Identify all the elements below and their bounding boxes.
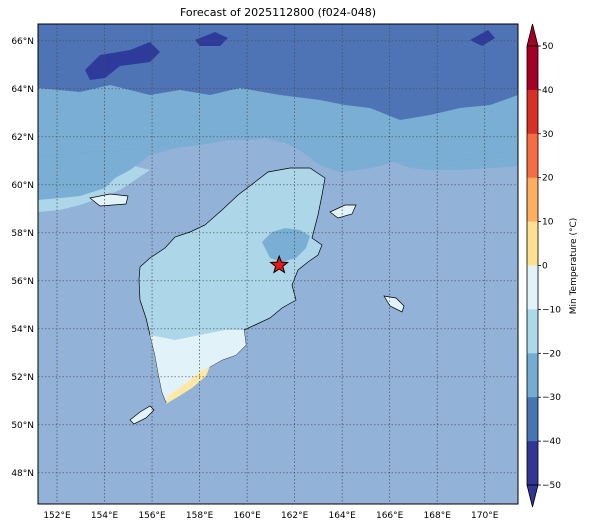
latitude-tick-label: 64°N — [11, 85, 34, 95]
island — [89, 193, 129, 207]
longitude-tick-label: 156°E — [138, 511, 166, 521]
colorbar-segment — [527, 353, 538, 398]
graticule-lines — [38, 24, 518, 504]
longitude-tick-label: 162°E — [281, 511, 309, 521]
latitude-tick-label: 66°N — [11, 37, 34, 47]
island — [129, 405, 155, 425]
longitude-tick-label: 152°E — [43, 511, 71, 521]
colorbar-tick-label: 30 — [542, 130, 554, 140]
colorbar — [526, 23, 539, 508]
longitude-tick-label: 168°E — [424, 511, 452, 521]
latitude-tick-label: 48°N — [11, 469, 34, 479]
colorbar-segment — [527, 265, 538, 310]
latitude-tick-label: 62°N — [11, 133, 34, 143]
colorbar-tick-label: −20 — [542, 349, 561, 359]
colorbar-tick-label: −10 — [542, 305, 561, 315]
latitude-tick-label: 58°N — [11, 229, 34, 239]
north-cool-field — [38, 85, 518, 172]
map-frame — [37, 23, 519, 505]
longitude-tick-labels: 152°E 154°E 156°E 158°E 160°E 162°E 164°E 166°E… — [43, 511, 498, 521]
kamchatka-southwest-field — [150, 330, 246, 402]
colorbar-tick-label: 20 — [542, 174, 554, 184]
very-cold-patch — [470, 30, 495, 46]
colorbar-max-extension — [526, 23, 539, 47]
kamchatka-cool-field — [262, 228, 310, 262]
colorbar-tick-label: 50 — [542, 42, 554, 52]
very-cold-patch — [195, 32, 228, 46]
very-cold-patch — [85, 42, 160, 80]
longitude-tick-label: 170°E — [471, 511, 499, 521]
colorbar-segment — [527, 46, 538, 91]
colorbar-tick-label: 0 — [542, 262, 548, 272]
colorbar-tick-label: 40 — [542, 86, 554, 96]
colorbar-segment — [527, 89, 538, 135]
latitude-tick-label: 50°N — [11, 421, 34, 431]
latitude-tick-label: 54°N — [11, 325, 34, 335]
map-title: Forecast of 2025112800 (f024-048) — [179, 6, 377, 19]
colorbar-tick-label: −50 — [542, 481, 561, 491]
colorbar-segment — [527, 309, 538, 354]
map-area — [38, 24, 518, 504]
mainland-north-field — [38, 130, 518, 200]
colorbar-label: Min Temperature (°C) — [569, 217, 579, 315]
colorbar-segment — [527, 221, 538, 266]
island — [383, 295, 405, 313]
latitude-tick-labels: 48°N 50°N 52°N 54°N 56°N 58°N 60°N 62°N 64°N 66°N — [11, 37, 34, 479]
positive-temperature-strip — [166, 366, 210, 404]
longitude-tick-label: 158°E — [186, 511, 214, 521]
longitude-tick-label: 160°E — [233, 511, 261, 521]
latitude-tick-label: 56°N — [11, 277, 34, 287]
longitude-tick-label: 164°E — [328, 511, 356, 521]
colorbar-tick-label: 10 — [542, 218, 554, 228]
colorbar-segment — [527, 441, 538, 486]
colorbar-tick-label: −40 — [542, 437, 561, 447]
longitude-tick-label: 166°E — [376, 511, 404, 521]
colorbar-segment — [527, 133, 538, 178]
colorbar-segment — [527, 177, 538, 222]
colorbar-tick-labels: 50 40 30 20 10 0 −10 −20 −30 −40 −50 — [538, 42, 561, 491]
latitude-tick-label: 60°N — [11, 181, 34, 191]
colorbar-min-extension — [526, 484, 539, 508]
colorbar-tick-label: −30 — [542, 393, 561, 403]
longitude-tick-label: 154°E — [91, 511, 119, 521]
location-star-marker — [269, 254, 290, 274]
colorbar-segment — [527, 397, 538, 442]
latitude-tick-label: 52°N — [11, 373, 34, 383]
